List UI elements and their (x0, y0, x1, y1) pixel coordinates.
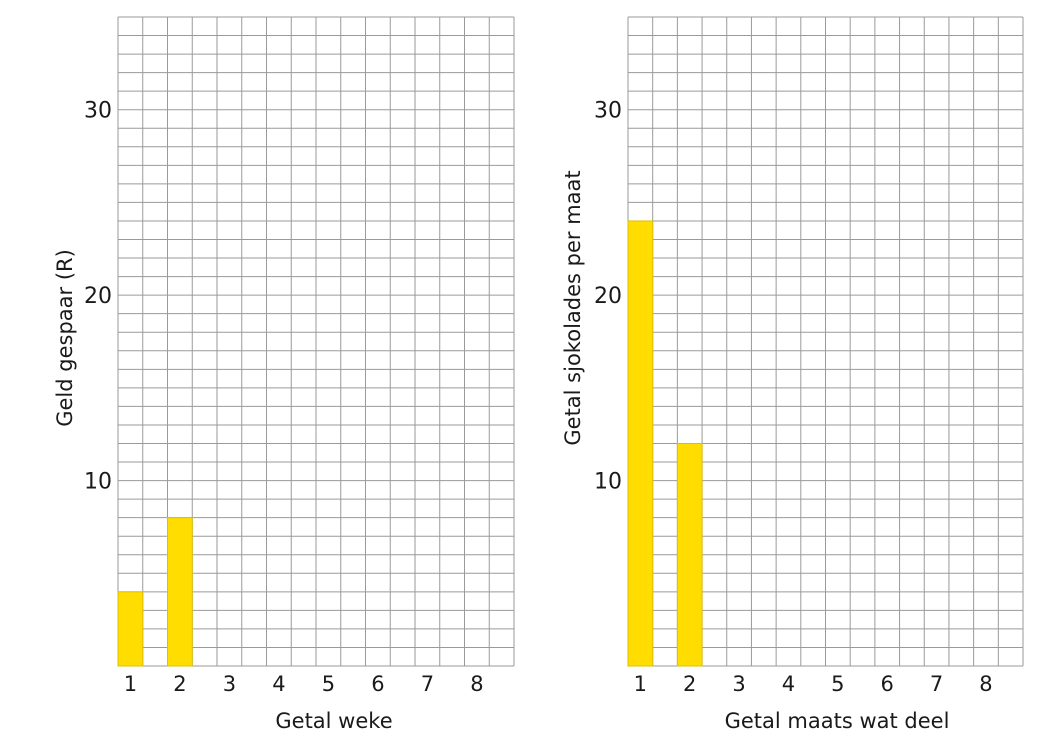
savings-chart-y-tick-label: 20 (84, 284, 112, 309)
chocolate-chart-x-tick-label: 6 (881, 672, 894, 696)
chocolate-chart-y-tick-label: 10 (594, 470, 622, 495)
chocolate-chart-y-ticks: 10 20 30 (594, 99, 622, 495)
savings-chart-x-tick-label: 3 (223, 672, 236, 696)
savings-chart-x-tick-label: 7 (421, 672, 434, 696)
chocolate-chart-x-label: Getal maats wat deel (725, 709, 950, 733)
chocolate-chart-x-tick-label: 8 (979, 672, 992, 696)
chocolate-chart-y-label: Getal sjokolades per maat (561, 170, 585, 445)
savings-chart-x-label: Getal weke (275, 709, 392, 733)
chocolate-chart-x-tick-label: 4 (782, 672, 795, 696)
savings-chart-x-tick-label: 6 (371, 672, 384, 696)
savings-chart-y-ticks: 10 20 30 (84, 99, 112, 495)
savings-chart-x-tick-label: 8 (470, 672, 483, 696)
chocolate-chart-y-tick-label: 30 (594, 99, 622, 124)
savings-chart-bar (117, 591, 144, 667)
savings-chart-y-tick-label: 10 (84, 470, 112, 495)
chocolate-chart-grid (627, 16, 1024, 667)
chocolate-chart-bars (627, 220, 703, 667)
savings-chart: 10 20 30 1 2 3 4 5 6 7 8 Getal weke Geld gespaar … (53, 16, 515, 733)
savings-chart-x-tick-label: 5 (322, 672, 335, 696)
chocolate-chart-bar (676, 442, 703, 667)
savings-chart-y-tick-label: 30 (84, 99, 112, 124)
chocolate-chart-y-tick-label: 20 (594, 284, 622, 309)
chocolate-chart-x-ticks: 1 2 3 4 5 6 7 8 (634, 672, 993, 696)
chocolate-chart-x-tick-label: 7 (930, 672, 943, 696)
chocolate-chart-bar (627, 220, 654, 667)
savings-chart-x-tick-label: 4 (272, 672, 285, 696)
savings-chart-x-ticks: 1 2 3 4 5 6 7 8 (124, 672, 484, 696)
chocolate-chart: 10 20 30 1 2 3 4 5 6 7 8 Getal maats wat deel Get… (561, 16, 1024, 733)
chocolate-chart-x-tick-label: 5 (831, 672, 844, 696)
savings-chart-bars (117, 517, 193, 667)
savings-chart-x-tick-label: 2 (173, 672, 186, 696)
chocolate-chart-x-tick-label: 1 (634, 672, 647, 696)
savings-chart-y-label: Geld gespaar (R) (53, 249, 77, 427)
chocolate-chart-x-tick-label: 2 (683, 672, 696, 696)
savings-chart-x-tick-label: 1 (124, 672, 137, 696)
chocolate-chart-x-tick-label: 3 (732, 672, 745, 696)
savings-chart-bar (167, 517, 193, 667)
